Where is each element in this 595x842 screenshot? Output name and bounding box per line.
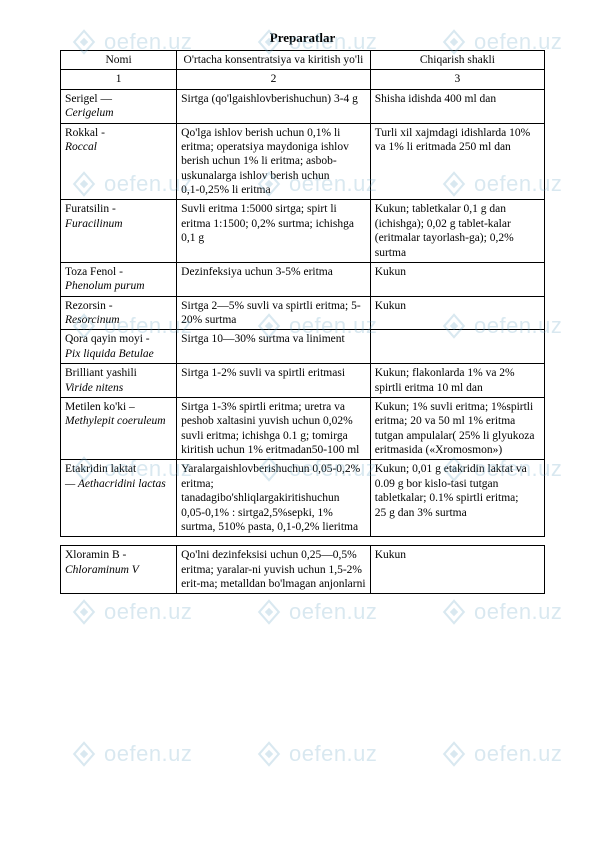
cell-concentration: Yaralargaishlovberishuchun 0,05-0,2% eri… bbox=[177, 460, 371, 537]
cell-name: Toza Fenol - Phenolum purum bbox=[61, 262, 177, 296]
cell-form: Kukun bbox=[370, 546, 544, 594]
cell-concentration: Sirtga 1-2% suvli va spirtli eritmasi bbox=[177, 364, 371, 398]
watermark-logo-icon bbox=[255, 740, 283, 768]
table-row: Brilliant yashili Viride nitens Sirtga 1-2… bbox=[61, 364, 545, 398]
cell-concentration: Sirtga (qo'lgaishlovberishuchun) 3-4 g bbox=[177, 89, 371, 123]
table-number-row: 1 2 3 bbox=[61, 70, 545, 89]
drug-latin-name: Furacilinum bbox=[65, 218, 123, 230]
table-header-row: Nomi O'rtacha konsentratsiya va kiritish… bbox=[61, 51, 545, 70]
watermark: oefen.uz bbox=[70, 598, 192, 626]
cell-concentration: Sirtga 2—5% suvli va spirtli eritma; 5-2… bbox=[177, 296, 371, 330]
watermark-text: oefen.uz bbox=[289, 741, 377, 767]
drug-name: Etakridin laktat bbox=[65, 463, 136, 475]
cell-name: Rokkal - Roccal bbox=[61, 123, 177, 200]
drug-latin-name: Pix liquida Betulae bbox=[65, 348, 154, 360]
colnum-2: 2 bbox=[177, 70, 371, 89]
watermark: oefen.uz bbox=[440, 598, 562, 626]
drug-latin-name: Chloraminum V bbox=[65, 564, 139, 576]
cell-name: Serigel — Cerigelum bbox=[61, 89, 177, 123]
cell-name: Etakridin laktat — Aethacridini lactas bbox=[61, 460, 177, 537]
table-row: Serigel — Cerigelum Sirtga (qo'lgaishlovbe… bbox=[61, 89, 545, 123]
table-row: Furatsilin - Furacilinum Suvli eritma 1:50… bbox=[61, 200, 545, 263]
table-row: Rezorsin - Resorcinum Sirtga 2—5% suvli va… bbox=[61, 296, 545, 330]
drug-latin-name: — Aethacridini lactas bbox=[65, 478, 166, 490]
drug-latin-name: Resorcinum bbox=[65, 314, 120, 326]
colnum-3: 3 bbox=[370, 70, 544, 89]
drug-name: Xloramin B - bbox=[65, 549, 126, 561]
table-row: Etakridin laktat — Aethacridini lactas Yar… bbox=[61, 460, 545, 537]
cell-name: Rezorsin - Resorcinum bbox=[61, 296, 177, 330]
drug-name: Serigel — bbox=[65, 93, 112, 105]
cell-concentration: Dezinfeksiya uchun 3-5% eritma bbox=[177, 262, 371, 296]
table-row: Rokkal - RoccalQo'lga ishlov berish uchu… bbox=[61, 123, 545, 200]
cell-concentration: Qo'lga ishlov berish uchun 0,1% li eritm… bbox=[177, 123, 371, 200]
header-concentration: O'rtacha konsentratsiya va kiritish yo'l… bbox=[177, 51, 371, 70]
drug-latin-name: Methylepit coeruleum bbox=[65, 415, 166, 427]
table-row: Toza Fenol - Phenolum purum Dezinfeksiya u… bbox=[61, 262, 545, 296]
drug-latin-name: Roccal bbox=[65, 141, 97, 153]
watermark: oefen.uz bbox=[70, 740, 192, 768]
cell-concentration: Suvli eritma 1:5000 sirtga; spirt li eri… bbox=[177, 200, 371, 263]
cell-form: Kukun; flakonlarda 1% va 2% spirtli erit… bbox=[370, 364, 544, 398]
cell-concentration: Qo'lni dezinfeksisi uchun 0,25—0,5% erit… bbox=[177, 546, 371, 594]
watermark: oefen.uz bbox=[255, 740, 377, 768]
page-title: Preparatlar bbox=[60, 30, 545, 46]
cell-form: Kukun; tabletkalar 0,1 g dan (ichishga);… bbox=[370, 200, 544, 263]
header-form: Chiqarish shakli bbox=[370, 51, 544, 70]
watermark-logo-icon bbox=[255, 598, 283, 626]
watermark-text: oefen.uz bbox=[474, 741, 562, 767]
cell-concentration: Sirtga 10—30% surtma va liniment bbox=[177, 330, 371, 364]
cell-form bbox=[370, 330, 544, 364]
table-row: Qora qayin moyi - Pix liquida Betulae Sirt… bbox=[61, 330, 545, 364]
cell-form: Kukun bbox=[370, 262, 544, 296]
cell-concentration: Sirtga 1-3% spirtli eritma; uretra va pe… bbox=[177, 397, 371, 460]
drug-name: Qora qayin moyi - bbox=[65, 333, 150, 345]
cell-form: Turli xil xajmdagi idishlarda 10% va 1% … bbox=[370, 123, 544, 200]
cell-form: Kukun; 0,01 g etakridin laktat va 0.09 g… bbox=[370, 460, 544, 537]
cell-form: Kukun bbox=[370, 296, 544, 330]
main-table: Nomi O'rtacha konsentratsiya va kiritish… bbox=[60, 50, 545, 537]
header-name: Nomi bbox=[61, 51, 177, 70]
drug-name: Metilen ko'ki – bbox=[65, 401, 135, 413]
secondary-table: Xloramin B - Chloraminum V Qo'lni dezinfek… bbox=[60, 545, 545, 594]
drug-name: Brilliant yashili bbox=[65, 367, 137, 379]
cell-name: Qora qayin moyi - Pix liquida Betulae bbox=[61, 330, 177, 364]
watermark-logo-icon bbox=[70, 740, 98, 768]
drug-latin-name: Phenolum purum bbox=[65, 280, 145, 292]
cell-name: Brilliant yashili Viride nitens bbox=[61, 364, 177, 398]
drug-name: Rezorsin - bbox=[65, 300, 113, 312]
cell-name: Xloramin B - Chloraminum V bbox=[61, 546, 177, 594]
drug-latin-name: Viride nitens bbox=[65, 382, 123, 394]
cell-name: Furatsilin - Furacilinum bbox=[61, 200, 177, 263]
drug-latin-name: Cerigelum bbox=[65, 107, 114, 119]
watermark: oefen.uz bbox=[255, 598, 377, 626]
table-row: Xloramin B - Chloraminum V Qo'lni dezinfek… bbox=[61, 546, 545, 594]
cell-form: Shisha idishda 400 ml dan bbox=[370, 89, 544, 123]
cell-name: Metilen ko'ki – Methylepit coeruleum bbox=[61, 397, 177, 460]
watermark-text: oefen.uz bbox=[289, 599, 377, 625]
cell-form: Kukun; 1% suvli eritma; 1%spirtli eritma… bbox=[370, 397, 544, 460]
table-row: Metilen ko'ki – Methylepit coeruleum Sirtg… bbox=[61, 397, 545, 460]
watermark-logo-icon bbox=[70, 598, 98, 626]
watermark-logo-icon bbox=[440, 740, 468, 768]
drug-name: Toza Fenol - bbox=[65, 266, 123, 278]
watermark-logo-icon bbox=[440, 598, 468, 626]
drug-name: Rokkal - bbox=[65, 127, 105, 139]
watermark: oefen.uz bbox=[440, 740, 562, 768]
colnum-1: 1 bbox=[61, 70, 177, 89]
drug-name: Furatsilin - bbox=[65, 203, 116, 215]
watermark-text: oefen.uz bbox=[104, 599, 192, 625]
watermark-text: oefen.uz bbox=[104, 741, 192, 767]
watermark-text: oefen.uz bbox=[474, 599, 562, 625]
